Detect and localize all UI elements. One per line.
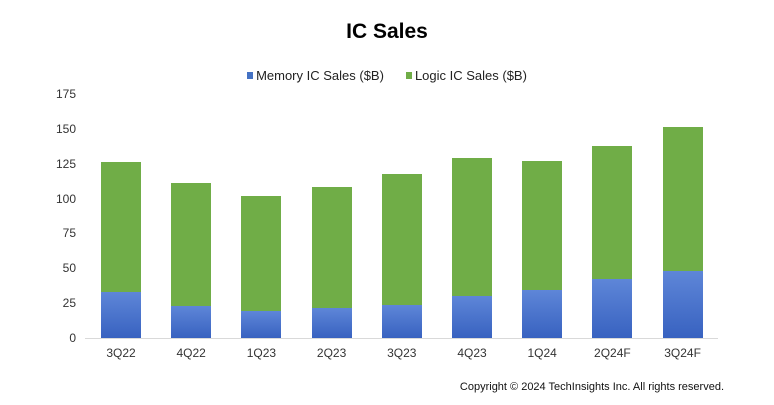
x-tick-label: 4Q22	[176, 346, 206, 360]
legend-label-logic: Logic IC Sales ($B)	[414, 68, 527, 83]
bar-2q24f	[592, 145, 633, 338]
bar-segment-memory	[171, 305, 212, 338]
y-tick-label: 150	[55, 121, 76, 136]
bar-segment-logic	[241, 196, 282, 312]
bar-segment-logic	[452, 158, 492, 297]
x-tick-label: 2Q23	[316, 346, 347, 360]
bar-1q23	[241, 196, 282, 338]
bar-segment-memory	[662, 271, 703, 338]
x-tick-label: 1Q23	[246, 346, 277, 360]
x-tick-label: 3Q24F	[664, 346, 701, 360]
bar-segment-logic	[101, 162, 141, 292]
legend-item-memory: Memory IC Sales ($B)	[247, 68, 384, 83]
legend-item-logic: Logic IC Sales ($B)	[405, 68, 527, 83]
bar-1q24	[522, 160, 563, 338]
bar-segment-logic	[592, 145, 633, 279]
y-tick-label: 0	[69, 331, 76, 345]
bar-segment-logic	[171, 183, 212, 306]
bar-segment-memory	[592, 278, 633, 338]
bar-segment-memory	[522, 289, 563, 338]
x-tick-label: 3Q23	[387, 346, 417, 360]
legend-swatch-memory	[247, 72, 254, 79]
x-tick-label: 1Q24	[527, 346, 557, 360]
y-tick-label: 175	[55, 87, 76, 101]
copyright-notice: Copyright © 2024 TechInsights Inc. All r…	[459, 381, 724, 393]
chart-title: IC Sales	[346, 20, 428, 43]
bar-4q22	[171, 183, 212, 338]
y-tick-label: 25	[62, 296, 76, 311]
bar-2q23	[311, 186, 352, 338]
x-tick-label: 4Q23	[457, 346, 487, 360]
bar-segment-memory	[241, 311, 282, 338]
bar-4q23	[452, 158, 492, 338]
bar-3q22	[101, 162, 141, 338]
x-tick-label: 3Q22	[106, 346, 136, 360]
bar-3q24f	[662, 126, 703, 338]
bar-segment-memory	[452, 296, 492, 338]
x-axis-line	[85, 338, 718, 339]
bar-segment-logic	[381, 174, 422, 305]
legend-swatch-logic	[405, 72, 412, 79]
bar-segment-logic	[311, 186, 352, 309]
legend-label-memory: Memory IC Sales ($B)	[256, 68, 384, 83]
legend: Memory IC Sales ($B) Logic IC Sales ($B)	[0, 68, 774, 83]
bar-segment-logic	[522, 160, 563, 290]
y-tick-label: 125	[55, 156, 76, 171]
bar-segment-memory	[381, 304, 422, 338]
y-tick-label: 100	[55, 191, 76, 206]
bar-3q23	[381, 174, 422, 338]
bar-segment-memory	[311, 308, 352, 338]
y-tick-label: 75	[62, 226, 76, 241]
bar-segment-logic	[662, 126, 703, 272]
bar-segment-memory	[101, 291, 141, 338]
x-tick-label: 2Q24F	[594, 346, 631, 360]
y-tick-label: 50	[62, 261, 76, 276]
